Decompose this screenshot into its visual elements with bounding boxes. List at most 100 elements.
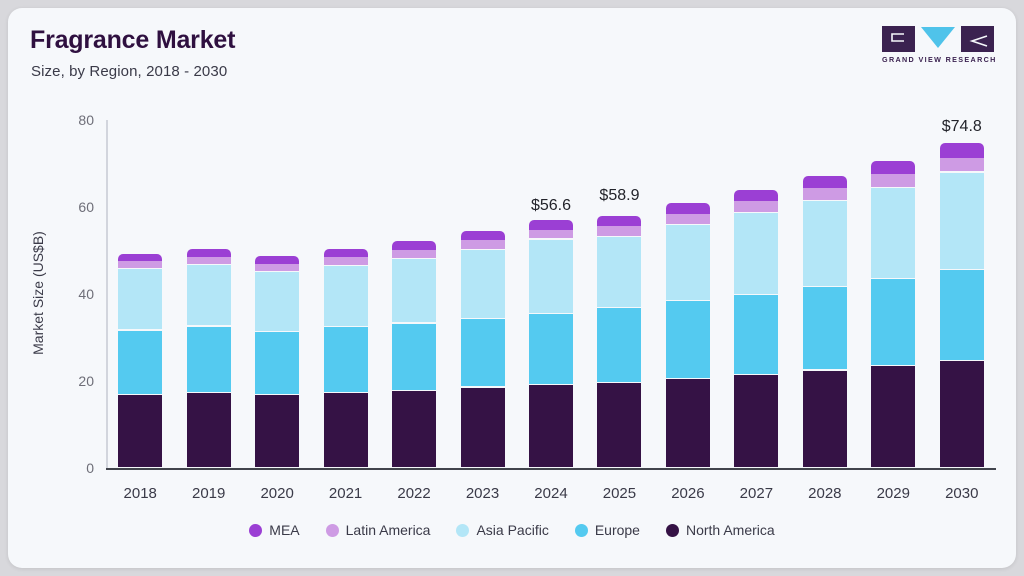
bar-segment[interactable] [529,239,573,314]
page-subtitle: Size, by Region, 2018 - 2030 [31,63,228,80]
bar-group[interactable] [665,120,710,468]
bar-segment[interactable] [392,323,437,390]
bar-segment[interactable] [255,394,300,467]
bar-segment[interactable] [118,269,163,330]
bar-segment[interactable] [734,200,779,212]
bar-segment[interactable] [118,330,163,395]
bar-segment[interactable] [255,255,300,264]
bar-segment[interactable] [392,259,437,323]
bar-segment[interactable] [460,319,505,387]
bar-group[interactable] [871,120,916,468]
bar-segment[interactable] [118,253,163,261]
bar-segment[interactable] [323,393,368,467]
bar-segment[interactable] [529,229,573,239]
bar-segment[interactable] [939,157,984,172]
bar-group[interactable] [323,120,368,468]
bar-group[interactable] [597,120,642,468]
bar-segment[interactable] [392,391,437,467]
bar-segment[interactable] [802,176,847,189]
bar-segment[interactable] [186,256,231,265]
bar-group[interactable] [460,120,505,468]
bar-segment[interactable] [802,201,847,287]
bar-segment[interactable] [665,378,710,467]
bar-segment[interactable] [529,314,573,384]
bar-group[interactable] [118,120,163,468]
bar-segment[interactable] [118,395,163,467]
bar-segment[interactable] [597,237,642,307]
bar-segment[interactable] [939,360,984,467]
bar-group[interactable] [529,120,573,468]
bar-segment[interactable] [323,249,368,258]
legend-item[interactable]: MEA [249,522,300,538]
bar-segment[interactable] [871,160,916,174]
x-axis-line [106,468,996,470]
bar-segment[interactable] [871,365,916,467]
x-tick-label: 2030 [945,485,979,502]
bar-segment[interactable] [529,384,573,467]
bar-segment[interactable] [323,257,368,265]
bar-segment[interactable] [871,187,916,278]
legend-item[interactable]: Europe [574,522,640,538]
y-tick-label: 40 [78,286,94,302]
bar-segment[interactable] [255,331,300,394]
bar-segment[interactable] [665,202,710,214]
bar-group[interactable] [939,120,984,468]
y-axis-title: Market Size (US$B) [30,231,46,355]
x-tick-label: 2024 [534,485,568,502]
x-tick-label: 2018 [123,485,157,502]
bar-segment[interactable] [323,327,368,392]
legend-swatch-icon [574,523,588,537]
bar-segment[interactable] [255,263,300,272]
legend-item[interactable]: North America [665,522,775,538]
bar-segment[interactable] [460,250,505,319]
bar-segment[interactable] [460,240,505,249]
bar-group[interactable] [392,120,437,468]
legend-item[interactable]: Latin America [325,522,430,538]
bar-segment[interactable] [871,173,916,187]
bar-segment[interactable] [734,213,779,295]
bar-segment[interactable] [939,172,984,269]
bar-group[interactable] [734,120,779,468]
bar-segment[interactable] [392,250,437,258]
page-title: Fragrance Market [30,26,236,54]
bar-segment[interactable] [802,188,847,201]
bar-segment[interactable] [186,248,231,257]
bar-segment[interactable] [665,301,710,378]
bar-segment[interactable] [734,375,779,467]
bar-segment[interactable] [460,231,505,241]
x-tick-label: 2027 [739,485,774,502]
bar-segment[interactable] [186,326,231,392]
x-tick-label: 2019 [191,485,226,502]
bar-segment[interactable] [255,272,300,331]
bar-value-label: $74.8 [941,117,982,135]
bar-segment[interactable] [118,260,163,268]
bar-group[interactable] [255,120,300,468]
bar-segment[interactable] [597,307,642,382]
bar-segment[interactable] [597,216,642,227]
bar-segment[interactable] [871,279,916,365]
bar-segment[interactable] [529,220,573,230]
bar-group[interactable] [186,120,231,468]
bar-segment[interactable] [802,287,847,370]
bar-segment[interactable] [597,226,642,236]
bar-segment[interactable] [186,265,231,326]
bar-segment[interactable] [939,270,984,360]
bar-group[interactable] [802,120,847,468]
legend-swatch-icon [325,523,339,537]
bar-segment[interactable] [186,393,231,467]
bar-segment[interactable] [939,142,984,158]
legend-item[interactable]: Asia Pacific [456,522,549,538]
gvr-logo-mark-icon [882,26,994,52]
legend-swatch-icon [249,523,263,537]
bar-segment[interactable] [665,213,710,224]
bar-segment[interactable] [597,382,642,467]
bar-segment[interactable] [665,224,710,301]
bar-segment[interactable] [323,266,368,327]
bar-segment[interactable] [802,370,847,467]
bar-segment[interactable] [460,387,505,467]
bar-segment[interactable] [734,295,779,375]
y-tick-label: 20 [78,373,94,389]
bar-segment[interactable] [734,189,779,201]
x-tick-label: 2020 [260,485,294,502]
bar-segment[interactable] [392,241,437,251]
